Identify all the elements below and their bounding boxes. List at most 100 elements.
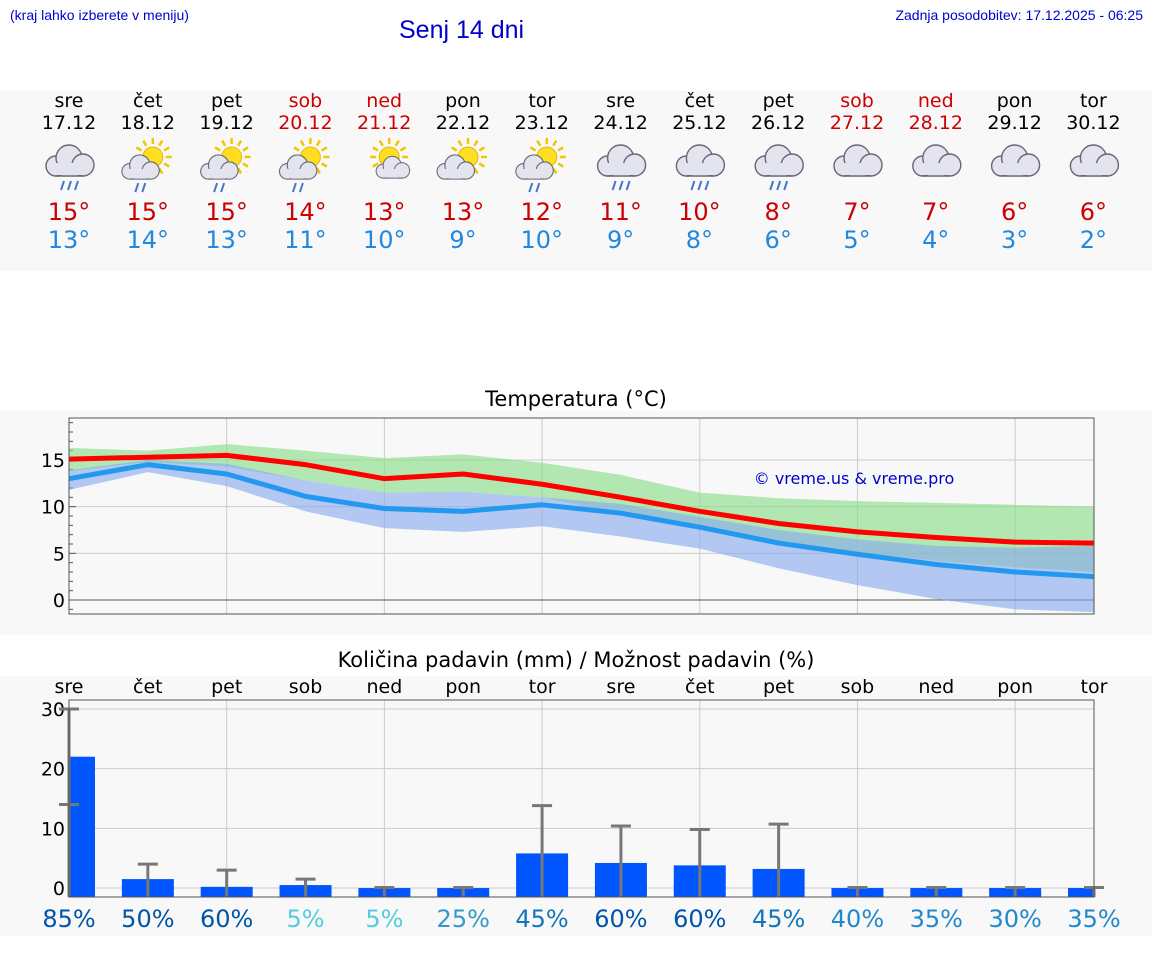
temp-max: 11°: [599, 198, 642, 226]
rain-drop: [213, 182, 219, 193]
y-tick-label: 15: [41, 450, 65, 472]
x-category-label: ned: [918, 676, 954, 698]
temp-min: 2°: [1080, 226, 1107, 254]
temp-max: 14°: [284, 198, 327, 226]
cloud-body: [1001, 163, 1029, 175]
sun-ray: [450, 146, 458, 152]
rain-drops: [213, 182, 226, 193]
precipitation-probability: 40%: [831, 905, 884, 933]
error-bar: [926, 885, 947, 897]
precipitation-probability: 5%: [286, 905, 324, 933]
x-category-label: sre: [606, 676, 635, 698]
precipitation-probability: 85%: [42, 905, 95, 933]
sun-ray: [315, 167, 321, 175]
day-name: pet: [763, 90, 794, 112]
sun-ray: [557, 146, 564, 152]
rain-drop: [783, 180, 789, 191]
rain-drop: [690, 180, 696, 191]
x-category-label: pon: [445, 676, 481, 698]
x-category-label: tor: [1081, 676, 1108, 698]
x-category-label: pet: [211, 676, 242, 698]
sun-ray: [321, 162, 328, 168]
day-date: 24.12: [593, 112, 647, 134]
day-name: sre: [606, 90, 635, 112]
day-name: ned: [366, 90, 402, 112]
sun-ray: [299, 139, 305, 147]
cloud-body: [523, 169, 545, 179]
sun-ray: [315, 139, 321, 147]
sun-cloud-rain-icon: [200, 138, 251, 193]
error-bar: [137, 862, 158, 897]
page-title: Senj 14 dni: [399, 16, 525, 44]
x-category-label: čet: [685, 676, 715, 698]
rain-drop: [298, 182, 304, 193]
precipitation-probability: 5%: [365, 905, 403, 933]
day-date: 28.12: [909, 112, 963, 134]
precipitation-probability: 45%: [515, 905, 568, 933]
plot-area: [69, 700, 1094, 897]
cloud-shape: [833, 144, 883, 177]
sun-ray: [552, 167, 558, 175]
temp-max: 6°: [1001, 198, 1028, 226]
error-bar: [295, 877, 316, 897]
day-date: 26.12: [751, 112, 805, 134]
plot-border: [68, 699, 1095, 898]
sun-ray: [293, 146, 300, 152]
sun-ray: [457, 139, 463, 147]
forecast-strip-background: [0, 91, 1152, 271]
cloud-shape: [200, 154, 239, 180]
sun-ray: [552, 139, 558, 147]
cloud-body: [129, 169, 151, 179]
x-category-label: čet: [133, 676, 163, 698]
rain-drops: [291, 182, 304, 193]
day-name: tor: [1080, 90, 1107, 112]
x-category-label: pon: [997, 676, 1033, 698]
cloud-body: [287, 169, 309, 179]
rain-drop: [625, 180, 631, 191]
rain-drop: [704, 180, 710, 191]
x-category-label: sob: [289, 676, 323, 698]
sun-ray: [473, 167, 479, 175]
rain-drop: [291, 182, 297, 193]
day-date: 22.12: [436, 112, 490, 134]
temp-min: 10°: [521, 226, 564, 254]
sun-ray: [221, 139, 227, 147]
x-category-label: tor: [529, 676, 556, 698]
temp-min: 5°: [843, 226, 870, 254]
x-category-label: pet: [763, 676, 794, 698]
error-bar: [768, 822, 789, 897]
day-date: 20.12: [278, 112, 332, 134]
temperature-chart: 0 5 10 15 © vreme.us & vreme.pro: [41, 417, 1095, 615]
temp-min: 8°: [686, 226, 713, 254]
temp-min: 11°: [284, 226, 327, 254]
day-name: čet: [133, 90, 163, 112]
cloud-rain-icon: [675, 144, 726, 191]
error-bar: [1005, 885, 1026, 897]
precipitation-probability: 30%: [988, 905, 1041, 933]
day-date: 30.12: [1066, 112, 1120, 134]
plot-border: [68, 417, 1095, 615]
temp-max: 7°: [922, 198, 949, 226]
cloud-shape: [375, 155, 411, 179]
day-name: pon: [445, 90, 481, 112]
cloud-rain-icon: [596, 144, 647, 191]
cloud-shape: [675, 144, 726, 177]
temp-max: 8°: [765, 198, 792, 226]
temp-max: 15°: [205, 198, 248, 226]
cloud-shape: [515, 154, 554, 180]
cloud-body: [686, 163, 714, 175]
series-max-line: [68, 452, 1095, 546]
rain-drop: [141, 182, 147, 193]
temp-max: 13°: [363, 198, 406, 226]
precipitation-probability: 60%: [200, 905, 253, 933]
rain-drop: [618, 180, 624, 191]
y-tick-label: 0: [53, 878, 65, 900]
sun-cloud-rain-icon: [121, 138, 172, 193]
